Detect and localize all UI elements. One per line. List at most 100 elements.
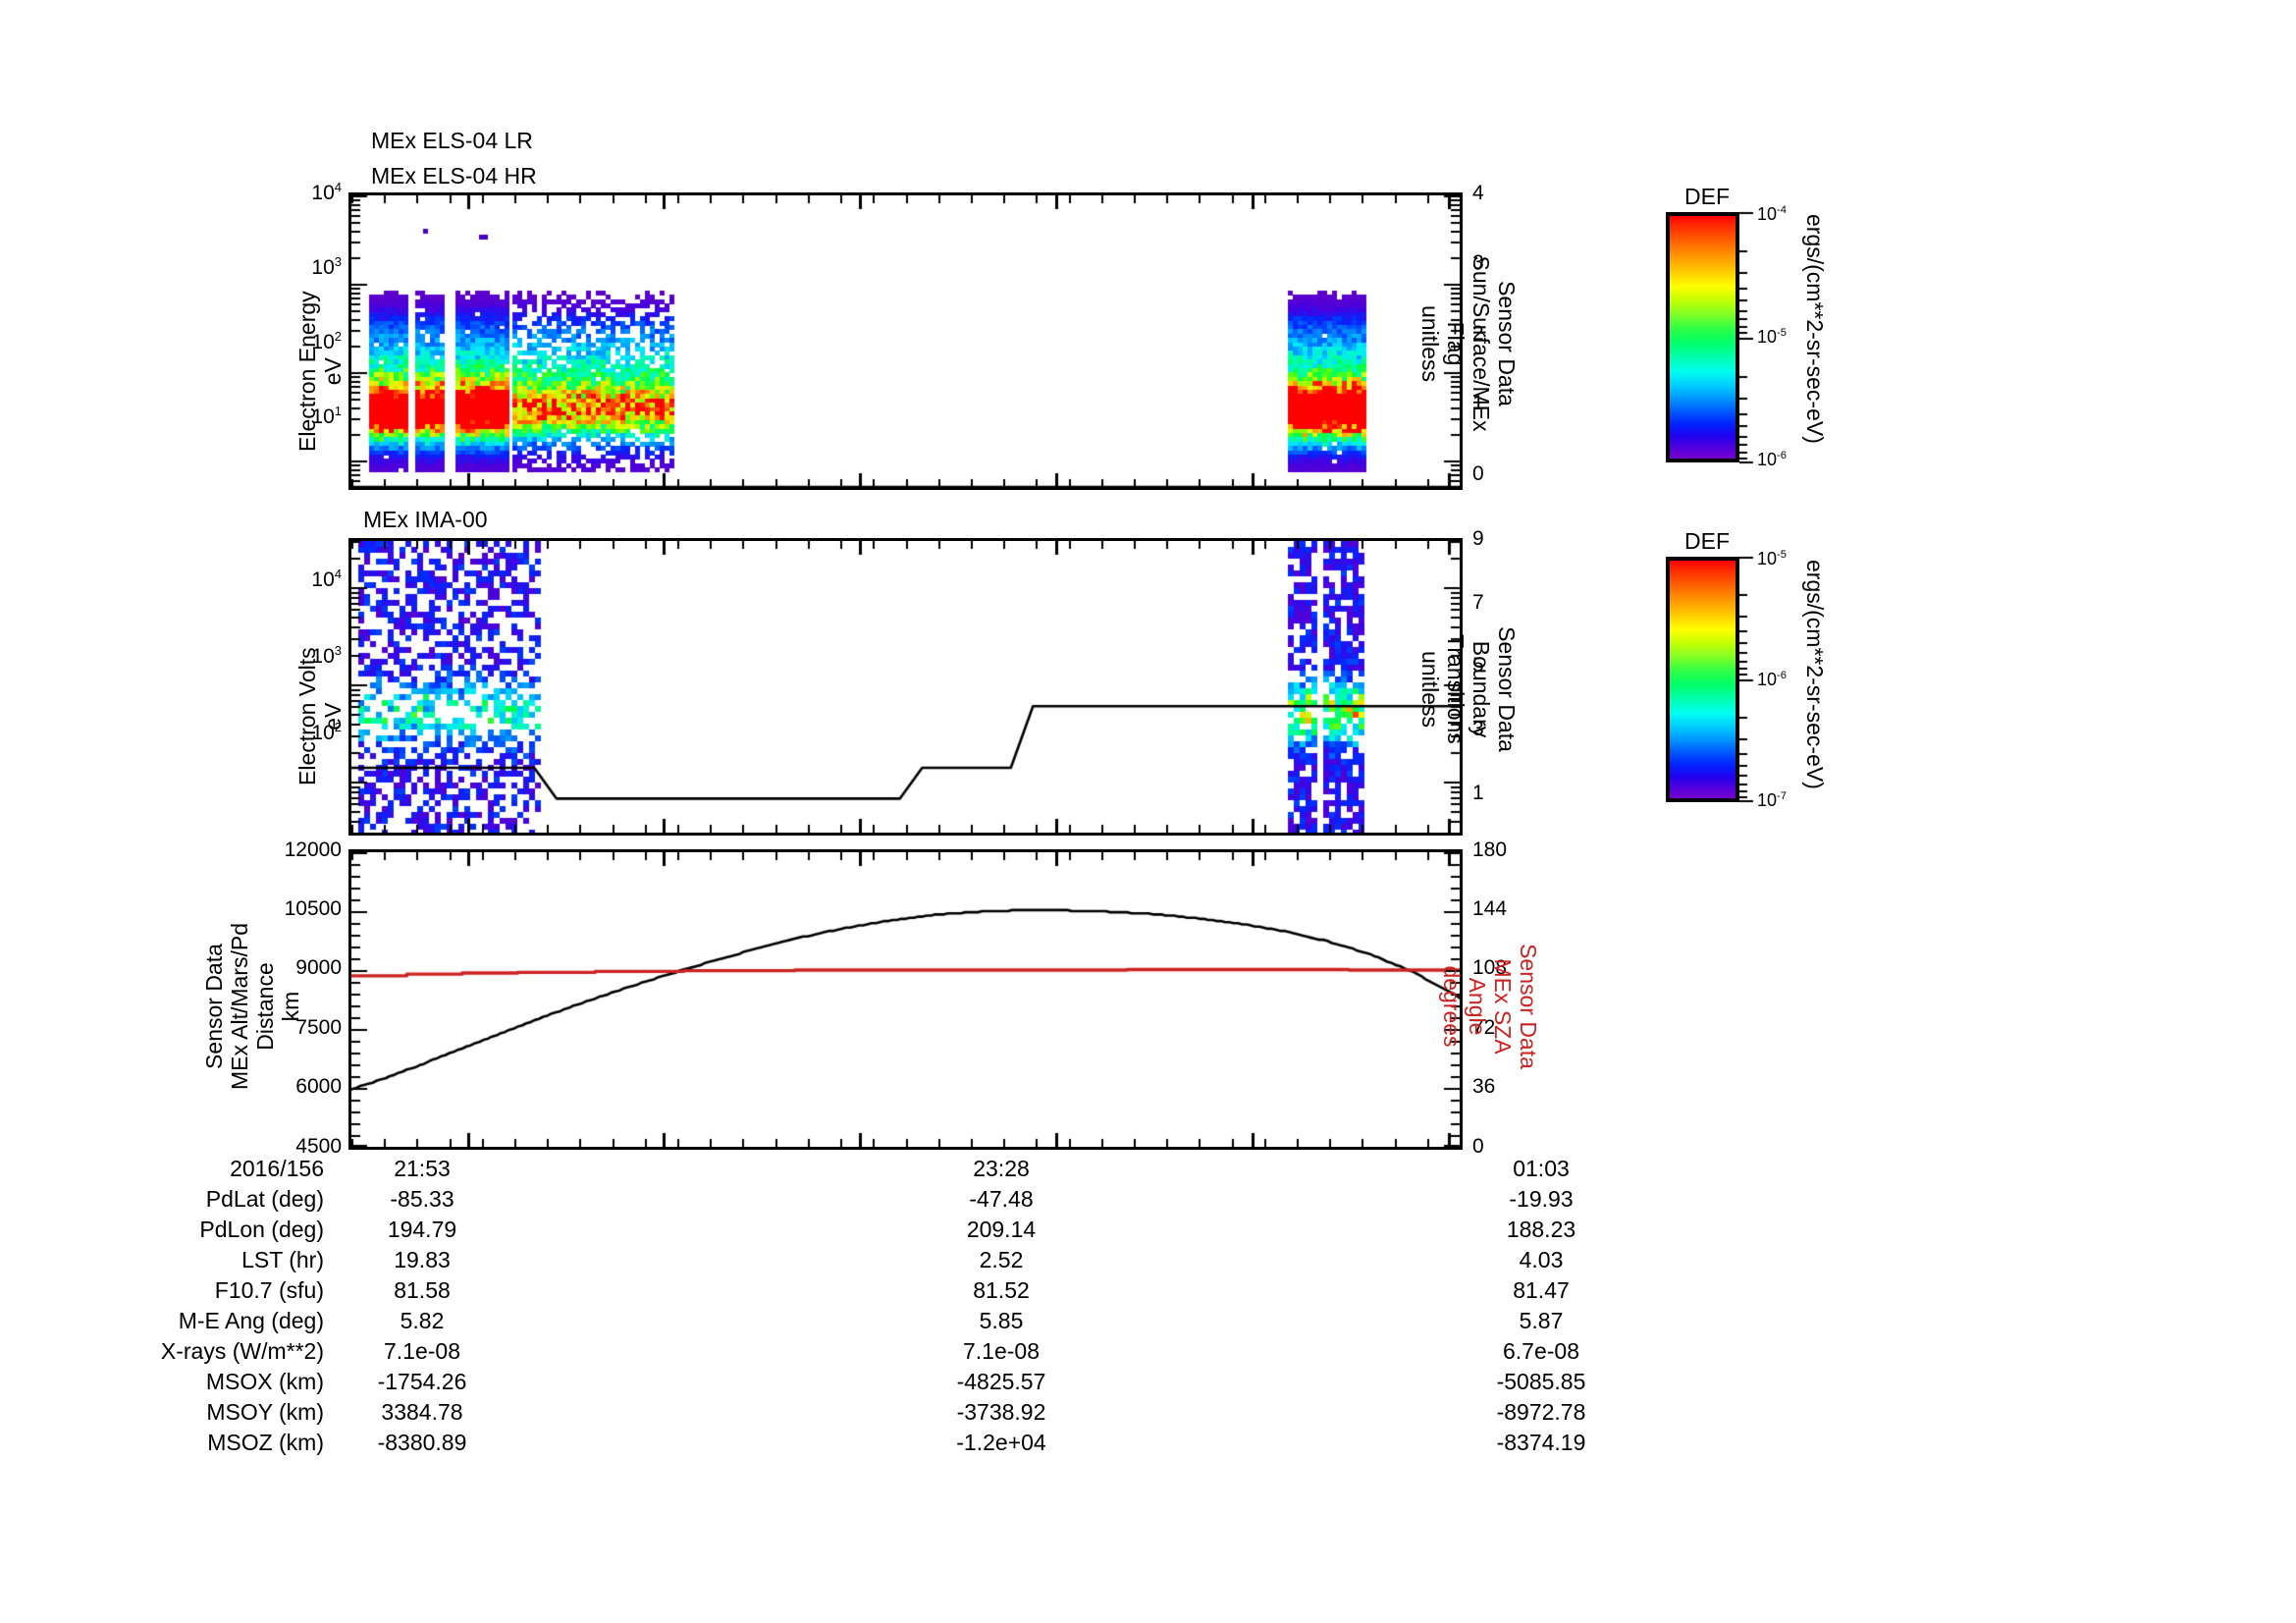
panel-ima-y2tick-5: 5 (1472, 654, 1484, 676)
panel-ima-right-axis-label-line4: unitless (1417, 651, 1443, 728)
colorbar-els-title: DEF (1684, 184, 1730, 209)
panel-alt-y2tick-36: 36 (1472, 1075, 1496, 1098)
panel-els-right-axis-label: Sensor Data Sun/Surface/MEx Flag unitles… (1417, 206, 1520, 481)
panel-els-right-axis-label-line3: Flag (1443, 321, 1468, 366)
ephemeris-cell: 5.85 (979, 1308, 1024, 1333)
panel-els-title-hr: MEx ELS-04 HR (371, 163, 537, 189)
panel-ima-left-axis-label: Electron Volts eV (294, 647, 346, 785)
colorbar-els-max-label: 10-4 (1757, 204, 1787, 224)
ephemeris-cell: 7.1e-08 (383, 1338, 460, 1364)
panel-els-title-lr: MEx ELS-04 LR (371, 128, 533, 153)
panel-alt-lines (351, 852, 1460, 1147)
ephemeris-cell: -1.2e+04 (956, 1430, 1046, 1455)
panel-els-ytick-1e2: 102 (311, 329, 342, 353)
ephemeris-cell: 7.1e-08 (962, 1338, 1040, 1364)
ephemeris-cell: 3384.78 (381, 1399, 463, 1425)
colorbar-ima-title: DEF (1684, 528, 1730, 554)
colorbar-ima-mid-label: 10-6 (1757, 670, 1787, 689)
colorbar-ima-unit-label: ergs/(cm**2-sr-sec-eV) (1802, 560, 1828, 789)
panel-els-y2tick-2: 2 (1472, 322, 1484, 345)
ephemeris-cell: 23:28 (973, 1156, 1030, 1181)
panel-els-ytick-1e1: 101 (311, 404, 342, 428)
panel-ima-right-axis-label: Sensor Data Boundary Transitions unitles… (1417, 552, 1520, 827)
panel-alt-ytick-4500: 4500 (295, 1135, 342, 1158)
ephemeris-row-label: PdLon (deg) (199, 1217, 324, 1242)
ephemeris-cell: -3738.92 (956, 1399, 1046, 1425)
colorbar-els-ticks (1739, 209, 1759, 466)
colorbar-els-gradient (1666, 212, 1739, 462)
ephemeris-cell: 21:53 (394, 1156, 451, 1181)
ephemeris-cell: 4.03 (1519, 1247, 1564, 1272)
colorbar-ima-min-label: 10-7 (1757, 790, 1787, 810)
ephemeris-row-label: F10.7 (sfu) (214, 1277, 324, 1303)
panel-els-y2tick-0: 0 (1472, 462, 1484, 485)
ephemeris-table: 2016/156 PdLat (deg) PdLon (deg) LST (hr) F1… (0, 1154, 2296, 1488)
panel-els-ytick-1e4: 104 (311, 180, 342, 204)
ephemeris-cell: -1754.26 (377, 1369, 467, 1394)
ephemeris-cell: 81.58 (394, 1277, 451, 1303)
panel-alt-ytick-12000: 12000 (284, 839, 342, 861)
colorbar-ima-gradient-fill (1670, 561, 1735, 798)
panel-ima-plot-area (348, 538, 1463, 836)
ephemeris-row-label: MSOX (km) (205, 1369, 324, 1394)
ephemeris-cell: -4825.57 (956, 1369, 1046, 1394)
ephemeris-cell: 6.7e-08 (1502, 1338, 1579, 1364)
panel-els-left-axis-label-line2: eV (320, 357, 346, 386)
ephemeris-row-label: PdLat (deg) (205, 1186, 324, 1212)
panel-ima-ytick-1e2: 102 (311, 720, 342, 744)
panel-els-y2tick-3: 3 (1472, 251, 1484, 274)
ephemeris-cell: -8374.19 (1496, 1430, 1586, 1455)
panel-ima-right-axis-label-line3: Transitions (1443, 634, 1468, 744)
ephemeris-cell: 5.82 (400, 1308, 445, 1333)
ephemeris-row-label: LST (hr) (241, 1247, 324, 1272)
panel-alt-right-axis-label-line2: MEx SZA (1490, 958, 1516, 1055)
panel-els-right-axis-label-line1: Sensor Data (1494, 281, 1520, 406)
panel-alt-y2tick-180: 180 (1472, 839, 1508, 861)
ephemeris-cell: -8380.89 (377, 1430, 467, 1455)
colorbar-ima-max-label: 10-5 (1757, 549, 1787, 568)
ephemeris-cell: -8972.78 (1496, 1399, 1586, 1425)
panel-alt-right-axis-label-line3: Angle (1465, 977, 1490, 1036)
panel-alt-left-axis-label-line2: MEx Alt/Mars/Pd (227, 923, 252, 1090)
ephemeris-cell: -47.48 (969, 1186, 1034, 1212)
panel-alt-ytick-9000: 9000 (295, 956, 342, 979)
colorbar-ima-gradient (1666, 557, 1739, 802)
panel-alt-right-axis-label-line1: Sensor Data (1516, 944, 1541, 1069)
panel-alt-ytick-10500: 10500 (284, 897, 342, 920)
panel-alt-y2tick-72: 72 (1472, 1016, 1496, 1039)
panel-alt-y2tick-108: 108 (1472, 956, 1508, 979)
panel-alt-plot-area (348, 849, 1463, 1150)
colorbar-els-gradient-fill (1670, 216, 1735, 459)
ephemeris-cell: 81.52 (973, 1277, 1030, 1303)
colorbar-els-unit-label: ergs/(cm**2-sr-sec-eV) (1802, 214, 1828, 444)
ephemeris-cell: 81.47 (1513, 1277, 1570, 1303)
ephemeris-cell: 209.14 (966, 1217, 1037, 1242)
panel-ima-ytick-1e3: 103 (311, 643, 342, 668)
panel-ima-right-axis-label-line2: Boundary (1468, 640, 1494, 738)
panel-ima-left-axis-label-line1: Electron Volts (294, 647, 320, 785)
panel-els-ytick-1e3: 103 (311, 254, 342, 279)
panel-els-plot-area (348, 192, 1463, 490)
panel-els-y2tick-1: 1 (1472, 392, 1484, 414)
panel-els-y2tick-4: 4 (1472, 182, 1484, 204)
panel-ima-y2tick-1: 1 (1472, 782, 1484, 804)
ephemeris-row-label: MSOZ (km) (207, 1430, 324, 1455)
ephemeris-row-label: 2016/156 (230, 1156, 324, 1181)
ephemeris-cell: -85.33 (390, 1186, 454, 1212)
panel-alt-right-axis-label-line4: degrees (1439, 965, 1465, 1048)
panel-alt-y2tick-0: 0 (1472, 1135, 1484, 1158)
ephemeris-row-label: MSOY (km) (206, 1399, 324, 1425)
ephemeris-cell: 2.52 (979, 1247, 1024, 1272)
panel-alt-right-axis-label: Sensor Data MEx SZA Angle degrees (1439, 869, 1541, 1144)
colorbar-ima-ticks (1739, 554, 1759, 805)
panel-ima-title: MEx IMA-00 (363, 507, 488, 532)
panel-alt-left-axis-label: Sensor Data MEx Alt/Mars/Pd Distance km (201, 923, 303, 1090)
ephemeris-row-label: M-E Ang (deg) (178, 1308, 324, 1333)
colorbar-els-min-label: 10-6 (1757, 450, 1787, 469)
panel-ima-y2tick-7: 7 (1472, 591, 1484, 614)
ephemeris-cell: 188.23 (1506, 1217, 1576, 1242)
panel-alt-ytick-6000: 6000 (295, 1075, 342, 1098)
ephemeris-cell: -19.93 (1509, 1186, 1574, 1212)
panel-ima-right-axis-label-line1: Sensor Data (1494, 626, 1520, 752)
panel-ima-y2tick-3: 3 (1472, 718, 1484, 740)
